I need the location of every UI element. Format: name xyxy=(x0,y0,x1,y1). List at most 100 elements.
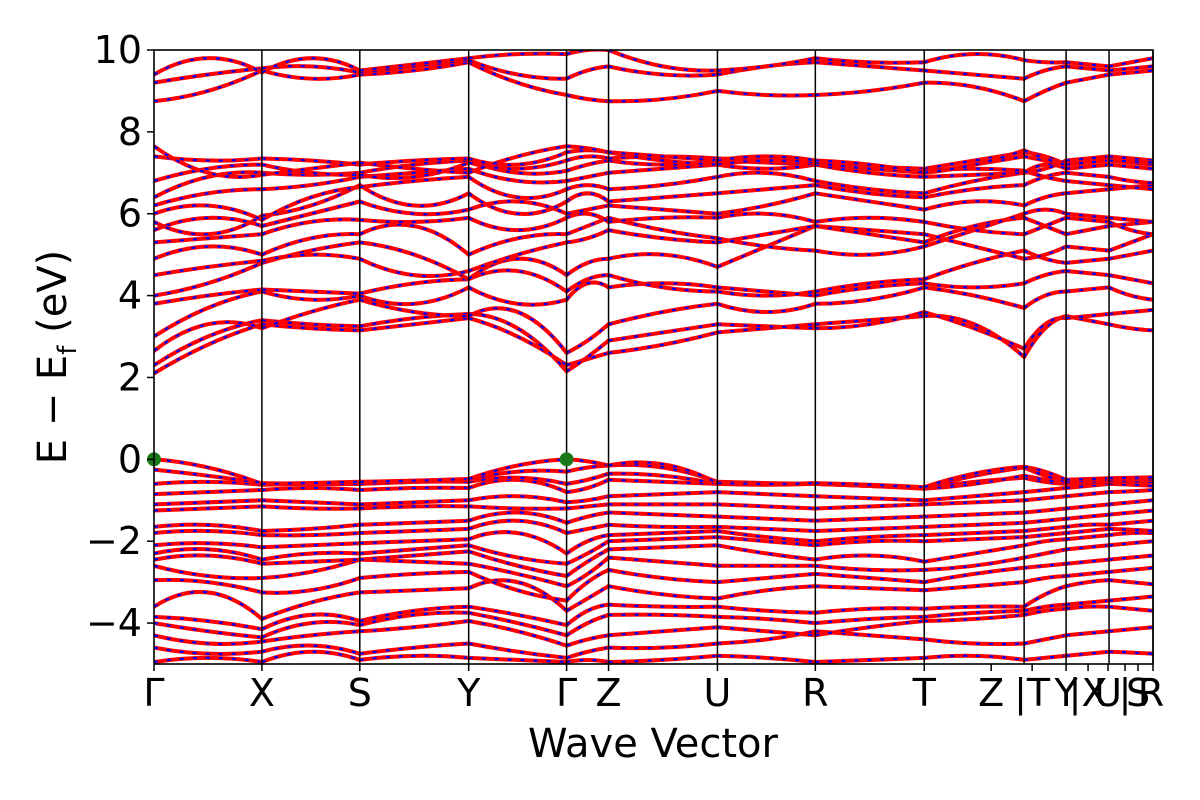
band-line-6-13 xyxy=(715,502,818,511)
band-line-6-34 xyxy=(715,158,818,167)
x-axis-label: Wave Vector xyxy=(528,721,779,767)
y-axis-ticks: 10 8 6 4 2 0 −2 −4 xyxy=(86,28,154,645)
band-dash-11-35 xyxy=(1108,159,1153,164)
band-dash-4-7 xyxy=(566,556,610,588)
band-line-9-20 xyxy=(1022,315,1069,351)
x-tick-label-15: S xyxy=(1126,671,1150,715)
band-dash-5-32 xyxy=(608,159,718,166)
band-dash-9-7 xyxy=(1023,548,1067,559)
band-line-9-4 xyxy=(1022,584,1069,609)
band-line-10-11 xyxy=(1064,512,1111,521)
band-dash-11-28 xyxy=(1108,184,1153,191)
band-dash-3-36 xyxy=(468,61,567,97)
band-dash-3-24 xyxy=(468,257,568,281)
band-line-8-11 xyxy=(922,520,1027,529)
band-dash-10-11 xyxy=(1065,513,1110,520)
x-tick-label-9: Z xyxy=(978,671,1004,715)
band-line-11-9 xyxy=(1107,526,1153,533)
band-dash-11-18 xyxy=(1108,476,1153,480)
band-line-11-19 xyxy=(1107,322,1153,333)
band-line-9-38 xyxy=(1022,58,1069,65)
band-line-1-28 xyxy=(259,199,362,228)
band-dash-2-36 xyxy=(359,61,469,76)
band-dash-5-25 xyxy=(608,229,718,244)
band-line-3-24 xyxy=(466,256,569,282)
band-dash-7-4 xyxy=(815,607,925,614)
band-line-1-27 xyxy=(259,217,362,237)
band-dash-4-23 xyxy=(565,274,609,293)
band-dash-11-0 xyxy=(1108,650,1153,655)
band-dash-11-21 xyxy=(1108,286,1153,301)
band-line-8-22 xyxy=(922,281,1027,290)
band-dash-9-34 xyxy=(1023,169,1067,183)
band-dash-11-8 xyxy=(1108,531,1153,537)
band-dash-11-24 xyxy=(1108,233,1153,252)
band-dash-0-24 xyxy=(154,261,263,297)
band-line-10-36 xyxy=(1064,72,1111,85)
band-line-3-34 xyxy=(466,150,569,167)
band-line-8-0 xyxy=(922,653,1027,662)
band-line-3-38 xyxy=(466,51,569,61)
band-dash-5-23 xyxy=(608,274,718,293)
x-tick-label-8: T xyxy=(912,671,937,715)
band-line-4-24 xyxy=(564,256,611,278)
band-dash-1-30 xyxy=(261,186,360,221)
band-line-9-6 xyxy=(1022,561,1069,570)
band-dash-4-2 xyxy=(566,634,609,647)
band-dash-0-37 xyxy=(154,67,263,84)
band-line-6-0 xyxy=(715,653,818,664)
band-line-10-8 xyxy=(1064,533,1111,542)
band-dash-10-20 xyxy=(1065,312,1110,320)
x-tick-label-16: R xyxy=(1138,671,1164,715)
band-line-8-4 xyxy=(922,604,1027,611)
band-dash-7-5 xyxy=(815,585,925,592)
band-dash-3-10 xyxy=(468,530,568,555)
band-dash-5-3 xyxy=(608,613,718,618)
x-tick-label-2: S xyxy=(348,671,372,715)
band-dash-7-26 xyxy=(815,245,925,256)
x-tick-label-0: Γ xyxy=(143,671,164,715)
band-dash-3-29 xyxy=(468,192,568,216)
band-line-6-38 xyxy=(715,56,818,73)
band-dash-7-38 xyxy=(815,57,925,64)
band-line-8-8 xyxy=(922,543,1027,564)
band-dash-0-8 xyxy=(154,554,263,565)
band-dash-5-21 xyxy=(608,302,718,326)
band-dash-5-0 xyxy=(608,654,718,664)
band-line-9-1 xyxy=(1022,633,1069,646)
band-dash-5-22 xyxy=(608,282,718,289)
y-tick-label-6: −2 xyxy=(86,519,142,563)
band-line-1-22 xyxy=(259,289,362,302)
band-line-3-0 xyxy=(466,655,569,664)
band-dash-10-30 xyxy=(1065,163,1110,170)
x-axis-ticks: Γ X S Y Γ Z U R T Z |T Y|XU|SR xyxy=(143,664,1164,716)
band-line-1-0 xyxy=(259,649,362,664)
band-line-11-10 xyxy=(1107,518,1153,527)
y-axis-label-unit: (eV) xyxy=(30,250,76,333)
band-line-4-5 xyxy=(564,584,611,613)
band-dash-2-3 xyxy=(359,611,469,627)
band-line-3-9 xyxy=(466,543,569,566)
band-dash-7-19 xyxy=(815,315,925,326)
band-dash-5-6 xyxy=(608,568,718,584)
band-line-3-26 xyxy=(466,232,569,257)
band-dash-2-11 xyxy=(359,527,469,535)
band-dash-10-12 xyxy=(1065,503,1110,510)
band-dash-11-13 xyxy=(1108,488,1153,494)
band-dash-0-9 xyxy=(154,547,263,561)
band-line-0-26 xyxy=(154,244,264,261)
band-line-10-7 xyxy=(1064,543,1111,552)
band-line-10-1 xyxy=(1064,629,1111,638)
band-dash-4-28 xyxy=(566,204,609,215)
band-dash-9-28 xyxy=(1023,192,1067,207)
band-dash-8-20 xyxy=(923,310,1025,350)
band-dash-7-12 xyxy=(815,515,925,522)
y-tick-label-5: 0 xyxy=(118,437,142,481)
band-dash-5-4 xyxy=(608,603,718,609)
band-dash-9-23 xyxy=(1023,249,1067,264)
band-dash-3-25 xyxy=(468,241,567,273)
band-edge-point-1 xyxy=(559,452,574,467)
band-dash-7-29 xyxy=(815,184,925,199)
band-dash-9-5 xyxy=(1023,574,1067,584)
